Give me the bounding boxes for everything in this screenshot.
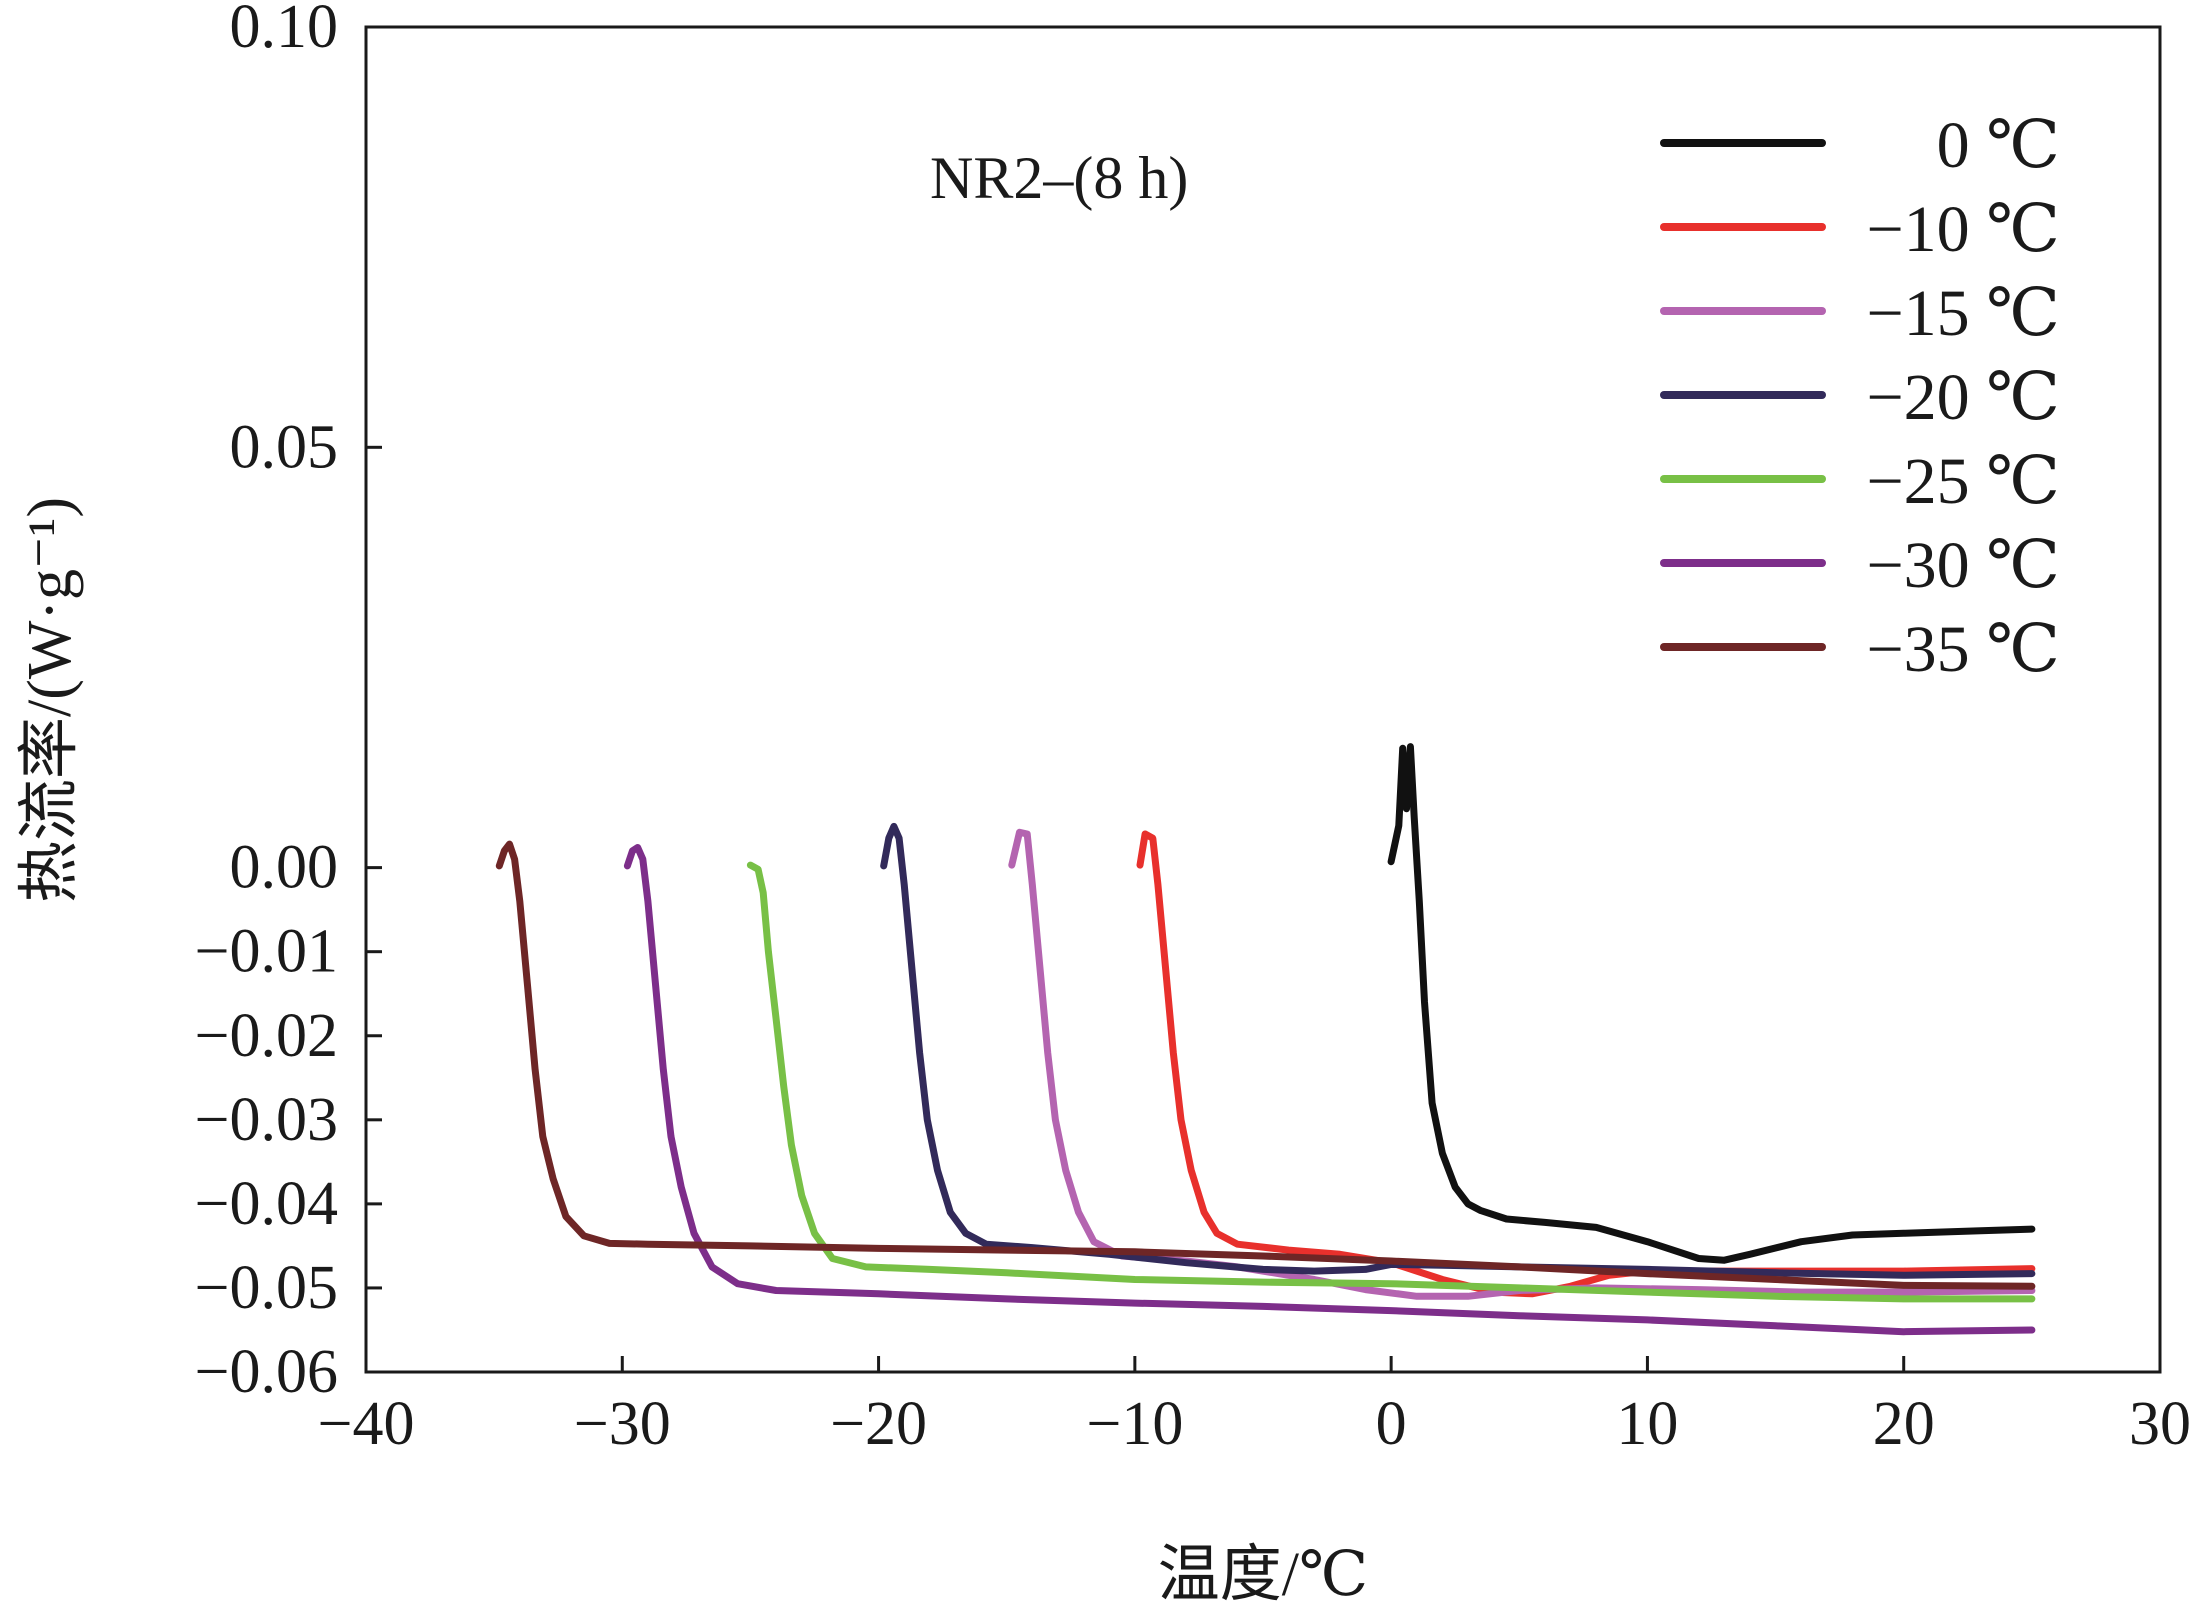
chart-annotation: NR2–(8 h)	[930, 145, 1188, 211]
plot-frame	[364, 25, 2162, 1374]
y-tick-label: −0.01	[195, 918, 338, 986]
x-tick-label: 10	[1616, 1390, 1678, 1458]
y-axis-title: 热流率/(W·g⁻¹)	[16, 497, 84, 903]
x-tick-label: 30	[2129, 1390, 2191, 1458]
series-line-4	[746, 861, 2036, 1303]
x-tick-label: −30	[574, 1390, 671, 1458]
y-tick-label: 0.10	[230, 0, 339, 61]
series-line-3	[880, 822, 2036, 1279]
legend-label-6: −35 ℃	[1866, 613, 2060, 686]
x-tick-label: −10	[1086, 1390, 1183, 1458]
legend-label-2: −15 ℃	[1866, 277, 2060, 350]
x-tick-label: −20	[830, 1390, 927, 1458]
y-tick-label: −0.03	[195, 1086, 338, 1154]
series-line-2	[1008, 828, 2036, 1300]
legend-label-1: −10 ℃	[1866, 193, 2060, 266]
legend-label-4: −25 ℃	[1866, 445, 2060, 518]
series-line-0	[1387, 743, 2036, 1264]
y-tick-label: −0.05	[195, 1254, 338, 1322]
y-tick-label: −0.02	[195, 1002, 338, 1070]
series-layer	[495, 743, 2036, 1336]
legend-label-0: 0 ℃	[1937, 109, 2060, 182]
y-tick-label: −0.04	[195, 1170, 338, 1238]
legend-label-3: −20 ℃	[1866, 361, 2060, 434]
x-axis-title: 温度/℃	[1158, 1541, 1369, 1609]
legend: 0 ℃ −10 ℃ −15 ℃ −20 ℃ −25 ℃ −30 ℃ −35 ℃	[1660, 109, 2060, 686]
x-tick-label: 0	[1376, 1390, 1407, 1458]
x-tick-label: 20	[1873, 1390, 1935, 1458]
x-tick-label: −40	[318, 1390, 415, 1458]
ticks-layer: −40 −30 −20 −10 0 10 20 30 0.10 0.05 0.00 −0.01 −0.0…	[195, 0, 2191, 1458]
series-line-6	[495, 840, 2036, 1290]
series-line-5	[623, 844, 2036, 1336]
y-tick-label: −0.06	[195, 1338, 338, 1406]
y-tick-label: 0.05	[230, 413, 339, 481]
legend-label-5: −30 ℃	[1866, 529, 2060, 602]
y-tick-label: 0.00	[230, 834, 339, 902]
